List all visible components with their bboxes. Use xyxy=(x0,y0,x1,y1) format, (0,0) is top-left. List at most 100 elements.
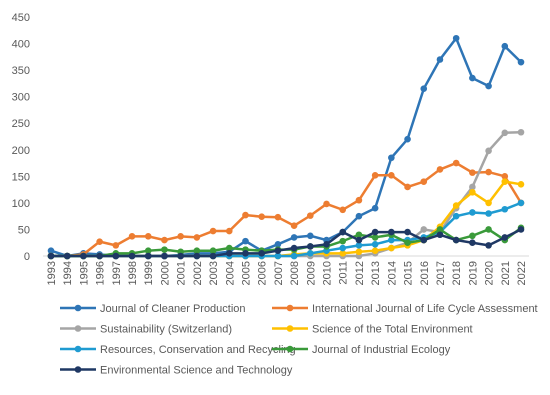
point xyxy=(339,237,347,245)
point xyxy=(290,234,298,241)
legend-label: Resources, Conservation and Recycling xyxy=(100,344,296,356)
point xyxy=(307,212,314,219)
point xyxy=(355,231,363,239)
legend-label: Journal of Industrial Ecology xyxy=(312,344,451,356)
legend-marker xyxy=(286,325,294,332)
point xyxy=(420,226,428,233)
point xyxy=(242,211,249,219)
point xyxy=(388,228,395,236)
point xyxy=(501,173,509,180)
point xyxy=(517,128,525,136)
point xyxy=(144,252,152,260)
point xyxy=(501,234,509,241)
point xyxy=(452,236,460,244)
x-tick-label: 2014 xyxy=(386,261,398,285)
x-tick-label: 1999 xyxy=(143,261,155,285)
x-tick-label: 2003 xyxy=(208,261,220,285)
point xyxy=(323,200,330,208)
point xyxy=(469,232,476,240)
point xyxy=(371,247,379,254)
legend-marker xyxy=(286,345,294,353)
point xyxy=(307,243,314,250)
legend-label: Journal of Cleaner Production xyxy=(100,303,246,315)
point xyxy=(225,250,233,257)
y-tick-label: 50 xyxy=(18,224,30,236)
point xyxy=(404,239,411,247)
x-tick-label: 2010 xyxy=(322,261,334,285)
x-tick-label: 2009 xyxy=(305,261,317,285)
point xyxy=(501,129,509,137)
point xyxy=(501,205,509,213)
point xyxy=(128,252,136,260)
point xyxy=(209,247,217,254)
point xyxy=(388,154,395,162)
point xyxy=(209,252,217,260)
x-tick-label: 1996 xyxy=(95,261,107,285)
y-tick-label: 100 xyxy=(12,198,30,210)
point xyxy=(452,202,460,209)
point xyxy=(517,226,525,233)
point xyxy=(225,244,233,252)
series-line xyxy=(51,180,522,258)
legend-marker xyxy=(74,325,82,332)
point xyxy=(258,213,265,220)
legend-marker xyxy=(286,304,294,312)
point xyxy=(355,248,363,256)
x-tick-label: 2018 xyxy=(451,261,463,285)
point xyxy=(485,82,492,90)
point xyxy=(436,231,444,239)
point xyxy=(339,228,347,236)
point xyxy=(209,227,217,235)
series-line xyxy=(51,201,522,258)
x-tick-label: 2012 xyxy=(354,261,366,285)
point xyxy=(485,226,492,233)
x-tick-label: 1993 xyxy=(46,261,58,285)
point xyxy=(193,247,201,254)
point xyxy=(307,232,314,240)
point xyxy=(404,183,411,191)
point xyxy=(112,252,120,260)
point xyxy=(242,250,249,257)
x-tick-label: 2017 xyxy=(435,261,447,285)
point xyxy=(290,252,298,260)
y-tick-label: 450 xyxy=(12,12,30,24)
x-tick-label: 2011 xyxy=(338,261,350,285)
x-tick-label: 2006 xyxy=(257,261,269,285)
point xyxy=(80,252,87,260)
point xyxy=(63,252,71,260)
point xyxy=(112,242,120,249)
point xyxy=(339,244,347,252)
point xyxy=(323,241,330,248)
x-tick-label: 1995 xyxy=(78,261,90,285)
point xyxy=(436,56,444,63)
point xyxy=(388,171,395,179)
point xyxy=(404,135,411,143)
legend-label: Environmental Science and Technology xyxy=(100,365,293,377)
point xyxy=(517,181,525,188)
x-tick-label: 2022 xyxy=(516,261,528,285)
point xyxy=(469,209,476,216)
point xyxy=(290,244,298,252)
point xyxy=(144,247,152,254)
point xyxy=(485,168,492,176)
point xyxy=(144,233,152,240)
point xyxy=(436,166,444,173)
x-tick-label: 2007 xyxy=(273,261,285,285)
point xyxy=(161,246,168,253)
point xyxy=(128,233,136,240)
point xyxy=(96,238,103,245)
point xyxy=(355,212,363,220)
point xyxy=(469,183,476,191)
y-tick-label: 0 xyxy=(24,251,30,263)
point xyxy=(355,236,363,244)
x-tick-label: 2020 xyxy=(484,261,496,285)
point xyxy=(517,199,525,207)
point xyxy=(290,222,298,230)
y-tick-label: 400 xyxy=(12,39,30,51)
point xyxy=(420,236,428,244)
point xyxy=(469,169,476,176)
point xyxy=(339,250,347,257)
point xyxy=(47,252,55,260)
x-tick-label: 2000 xyxy=(159,261,171,285)
